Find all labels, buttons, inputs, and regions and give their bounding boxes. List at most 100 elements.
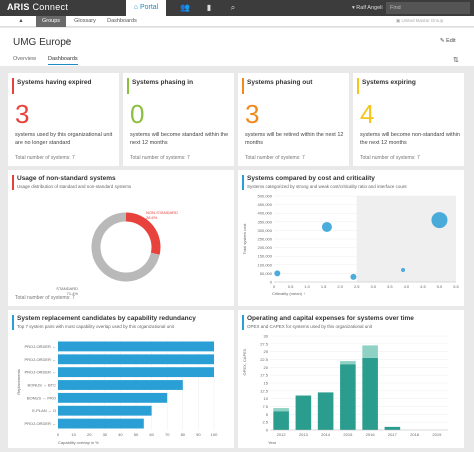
- portal-tab[interactable]: ⌂ Portal: [126, 0, 166, 16]
- x-tick-label: 20: [87, 432, 92, 437]
- nav-tab-groups[interactable]: Groups: [36, 16, 66, 27]
- x-tick-label: 60: [149, 432, 154, 437]
- panel-subtitle: Systems categorized by strong and weak c…: [247, 184, 407, 189]
- y-tick-label: 0: [266, 428, 269, 433]
- y-tick-label: 20: [264, 365, 269, 370]
- kpi-value: 3: [15, 99, 30, 129]
- bar-segment: [273, 408, 289, 412]
- filter-icon[interactable]: ⇅: [453, 57, 459, 64]
- bar: [58, 380, 183, 390]
- x-tick-label: 2015: [343, 432, 353, 437]
- x-tick-label: 1.0: [304, 284, 310, 289]
- x-tick-label: 80: [181, 432, 186, 437]
- scatter-point: [350, 273, 357, 280]
- y-tick-label: 10: [264, 396, 269, 401]
- page-title: UMG Europe: [13, 37, 72, 48]
- panel-color-bar: [242, 175, 244, 190]
- donut-label-name: NON-STANDARD: [146, 210, 178, 215]
- bar: [58, 354, 214, 365]
- panel-color-bar: [12, 175, 14, 190]
- panel-title: Operating and capital expenses for syste…: [247, 315, 414, 322]
- x-tick-label: 100: [211, 432, 218, 437]
- category-label: BONUS ↔ PRO: [27, 395, 56, 400]
- kpi-title: Systems expiring: [362, 79, 416, 86]
- y-tick-label: 0: [270, 280, 273, 285]
- x-tick-label: 90: [196, 432, 201, 437]
- x-axis-label: Criticality (mean) ↑: [272, 291, 305, 296]
- user-menu[interactable]: ▾ Ralf Angeli: [352, 5, 383, 11]
- kpi-footer: Total number of systems: 7: [245, 155, 305, 161]
- x-axis-label: Year: [268, 440, 277, 445]
- bar-segment: [384, 426, 401, 430]
- nav-tab-dashboards[interactable]: Dashboards: [107, 18, 137, 24]
- kpi-title: Systems having expired: [17, 79, 92, 86]
- kpi-value: 4: [360, 99, 375, 129]
- x-tick-label: 30: [103, 432, 108, 437]
- bar-segment: [317, 392, 334, 430]
- kpi-card-expiring[interactable]: Systems expiring 4 systems will become n…: [353, 73, 464, 166]
- bar-segment: [340, 364, 356, 430]
- nav-tab-glossary[interactable]: Glossary: [74, 18, 96, 24]
- kpi-card-expired[interactable]: Systems having expired 3 systems used by…: [8, 73, 119, 166]
- top-bar: ARIS Connect ⌂ Portal 👥 ▮ ⌕ ▾ Ralf Angel…: [0, 0, 474, 16]
- panel-subtitle: OPEX and CAPEX for systems used by this …: [247, 324, 373, 329]
- stacked-bar-chart[interactable]: 0 2.5 5 7.5 10 12.5 15 17.5 20 22.5 25 27.5 30 2012 20…: [238, 332, 464, 448]
- x-tick-label: 1.5: [321, 284, 327, 289]
- cost-panel: Systems compared by cost and criticality…: [238, 170, 464, 306]
- category-label: PROJ-ORDER ↔: [24, 344, 56, 349]
- kpi-description: systems will become standard within the …: [130, 132, 229, 146]
- org-label: ▣ United Mastar Group: [396, 18, 444, 23]
- x-tick-label: 0: [57, 432, 60, 437]
- x-tick-label: 40: [118, 432, 123, 437]
- kpi-description: systems will become non-standard within …: [360, 132, 460, 146]
- x-tick-label: 2017: [388, 432, 398, 437]
- users-icon[interactable]: 👥: [180, 3, 190, 12]
- kpi-title: Systems phasing out: [247, 79, 313, 86]
- panel-footer: Total number of systems: 7: [15, 295, 75, 301]
- y-tick-label: 12.5: [260, 388, 269, 393]
- bar: [58, 367, 214, 378]
- category-label: PROJ-ORDER ↔: [24, 421, 56, 426]
- x-tick-label: 5.5: [453, 284, 459, 289]
- y-tick-label: 27.5: [260, 341, 269, 346]
- horizontal-bar-chart[interactable]: 0 10 20 30 40 50 60 70 80 90 100 PROJ-ORDER ↔ PROJ-O…: [8, 332, 234, 448]
- edit-button[interactable]: ✎ Edit: [440, 38, 456, 44]
- panel-title: Usage of non-standard systems: [17, 175, 116, 182]
- search-input[interactable]: Find: [386, 2, 470, 14]
- user-name: Ralf Angeli: [356, 5, 383, 11]
- bar-segment: [295, 395, 312, 430]
- y-axis-label: Replacements: [16, 369, 21, 395]
- expenses-panel: Operating and capital expenses for syste…: [238, 310, 464, 448]
- kpi-value: 3: [245, 99, 260, 129]
- org-icon: ▣: [396, 18, 401, 23]
- kpi-title: Systems phasing in: [132, 79, 194, 86]
- panel-subtitle: Usage distribution of standard and non-s…: [17, 184, 132, 189]
- page-header: UMG Europe ☆ ✎ Edit Overview Dashboards …: [0, 28, 474, 66]
- donut-label-value: 71.4%: [67, 291, 79, 296]
- tab-overview[interactable]: Overview: [13, 56, 36, 62]
- kpi-value: 0: [130, 99, 145, 129]
- search-icon[interactable]: ⌕: [230, 3, 236, 12]
- scatter-chart[interactable]: 0 50,000 100,000 150,000 200,000 250,000 300,0…: [238, 192, 464, 306]
- y-axis-label: Total system cost: [242, 223, 247, 255]
- pencil-icon: ✎: [440, 38, 445, 44]
- bar-segment: [273, 411, 289, 430]
- y-tick-label: 200,000: [258, 245, 273, 250]
- bar: [58, 392, 168, 403]
- y-tick-label: 15: [264, 381, 269, 386]
- bookmark-icon[interactable]: ▮: [206, 3, 212, 12]
- x-tick-label: 2013: [299, 432, 309, 437]
- nav-tab-home[interactable]: ▲: [18, 18, 24, 24]
- favorite-star-icon[interactable]: ☆: [64, 37, 72, 46]
- kpi-card-phasing-in[interactable]: Systems phasing in 0 systems will become…: [123, 73, 234, 166]
- kpi-color-bar: [12, 78, 14, 94]
- tab-dashboards[interactable]: Dashboards: [48, 56, 78, 65]
- app-logo[interactable]: ARIS Connect: [7, 2, 69, 12]
- x-tick-label: 2.0: [337, 284, 343, 289]
- y-tick-label: 500,000: [258, 194, 273, 199]
- category-label: E-PLAN ↔ O: [32, 408, 56, 413]
- bar: [58, 341, 214, 352]
- bar: [58, 405, 152, 416]
- kpi-card-phasing-out[interactable]: Systems phasing out 3 systems will be re…: [238, 73, 349, 166]
